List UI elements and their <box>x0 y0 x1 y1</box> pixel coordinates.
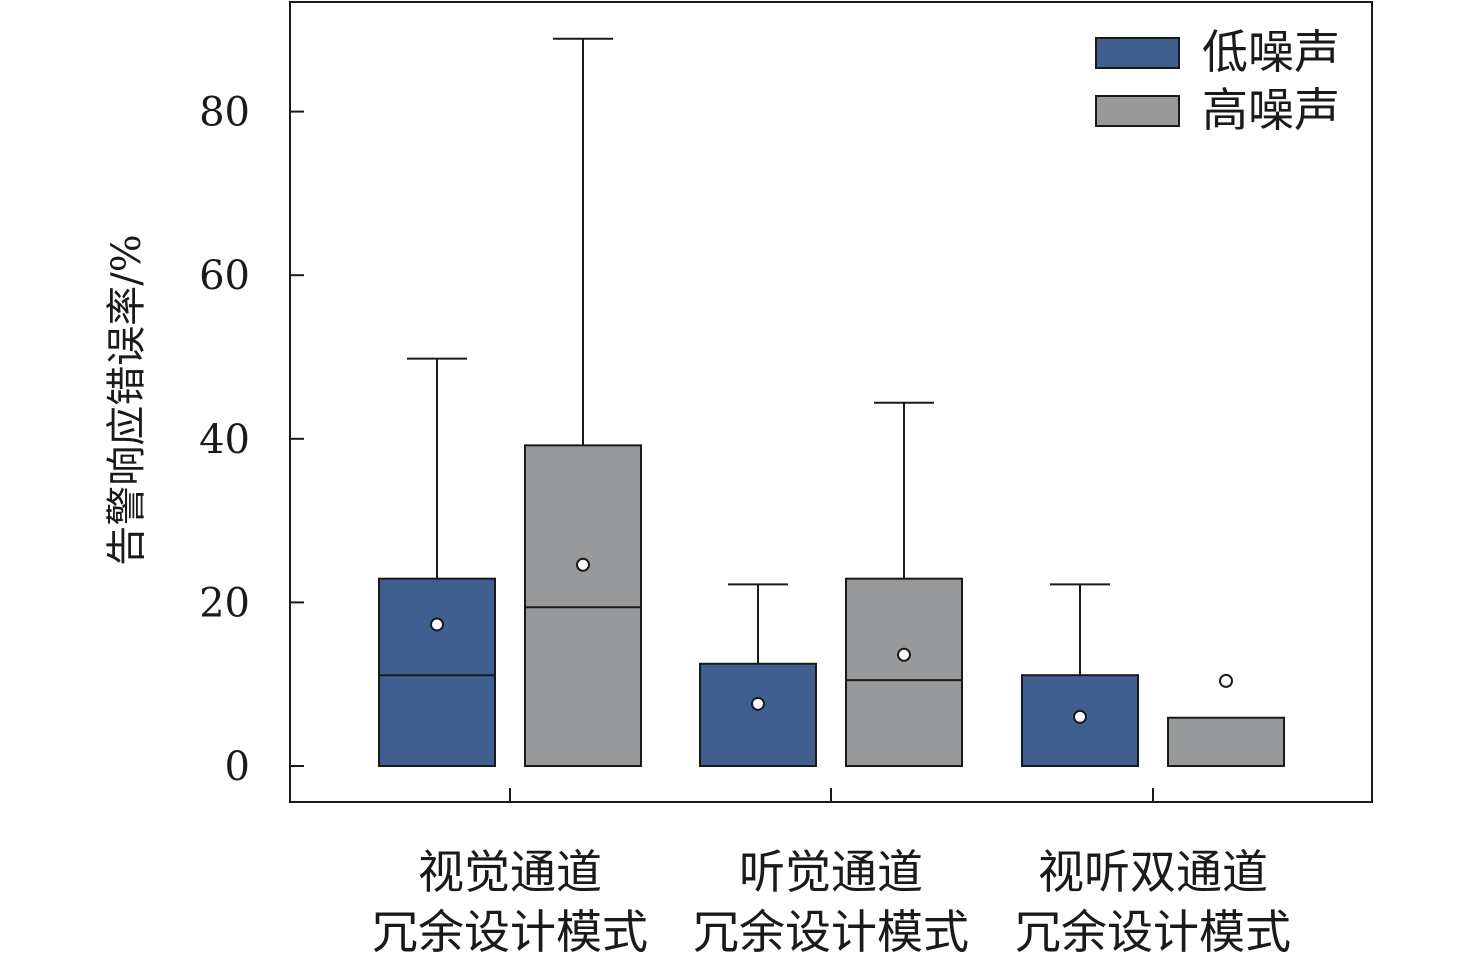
mean-marker <box>1219 673 1233 688</box>
box-series-group <box>378 37 1285 768</box>
y-tick-label: 0 <box>225 744 250 790</box>
box-rect <box>699 662 817 767</box>
x-category-label-line1: 听觉通道 <box>739 845 923 899</box>
mean-marker <box>751 696 765 711</box>
box-rect <box>524 444 642 767</box>
box-plot-item <box>524 37 642 767</box>
box-series-high-noise <box>524 37 1285 767</box>
box-plot-item <box>1167 673 1285 767</box>
box-rect <box>1167 716 1285 767</box>
x-category-label-line1: 视觉通道 <box>418 845 602 899</box>
box-plot-item <box>845 401 963 767</box>
legend-label: 高噪声 <box>1202 83 1340 137</box>
mean-marker <box>1073 709 1087 724</box>
x-category-label-line2: 冗余设计模式 <box>1015 905 1291 959</box>
y-axis-label: 告警响应错误率/% <box>104 234 150 565</box>
box-plot-item <box>378 357 496 767</box>
box-plot-item <box>1021 583 1139 768</box>
mean-marker <box>576 557 590 572</box>
box-plot-item <box>699 583 817 767</box>
legend-label: 低噪声 <box>1202 25 1340 79</box>
box-series-low-noise <box>378 357 1139 768</box>
x-category-label-line1: 视听双通道 <box>1038 845 1268 899</box>
y-tick-label: 20 <box>199 580 250 626</box>
y-tick-label: 40 <box>199 417 250 463</box>
x-category-label-line2: 冗余设计模式 <box>693 905 969 959</box>
x-category-label-line2: 冗余设计模式 <box>372 905 648 959</box>
y-tick-label: 60 <box>199 253 250 299</box>
y-tick-label: 80 <box>199 90 250 136</box>
y-axis: 0 20 40 60 80 <box>199 90 304 790</box>
legend-swatch <box>1095 37 1180 69</box>
mean-marker <box>897 647 911 662</box>
box-rect <box>378 577 496 767</box>
legend-swatch <box>1095 95 1180 127</box>
box-rect <box>845 577 963 767</box>
mean-marker <box>430 617 444 632</box>
